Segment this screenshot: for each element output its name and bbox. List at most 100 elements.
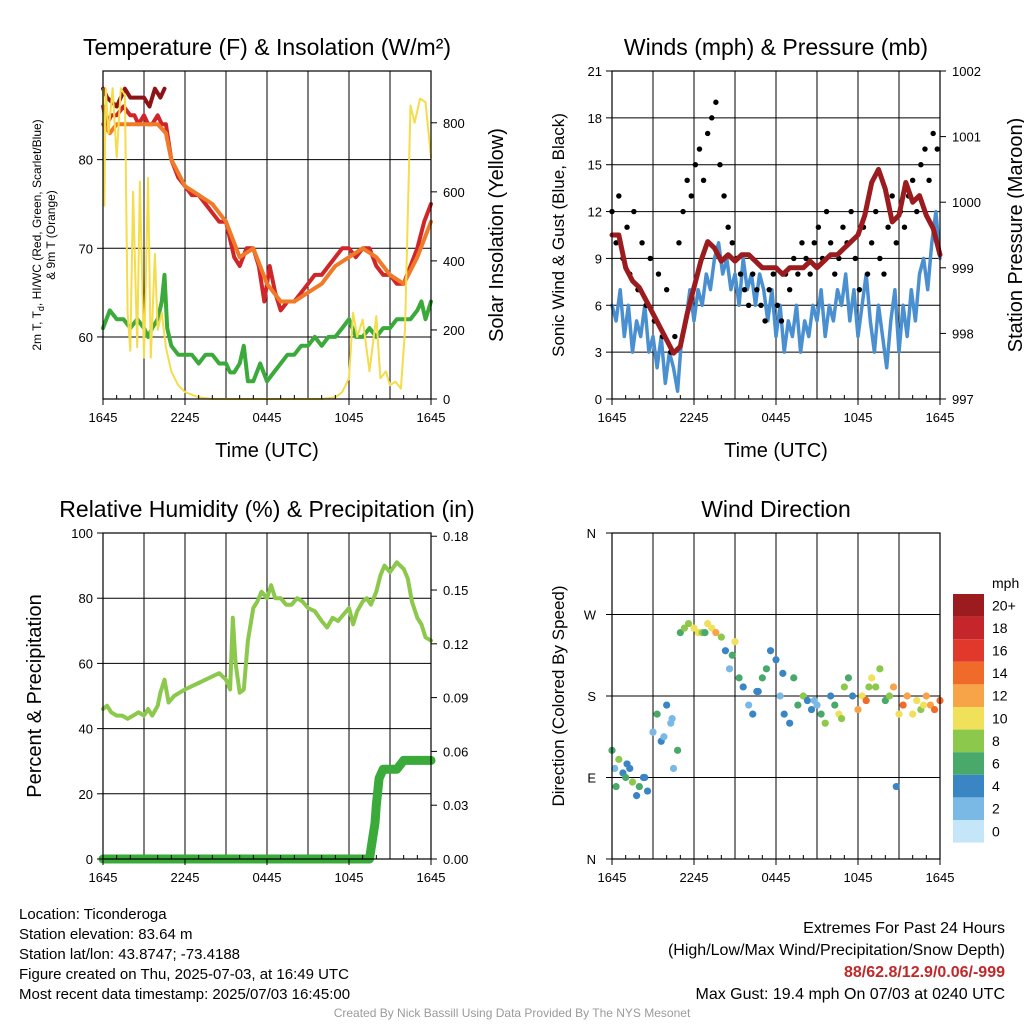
wind-direction-point [786,719,794,727]
y-tick-label: 80 [79,153,93,168]
wind-direction-point [745,701,753,709]
y2-axis-label: Station Pressure (Maroon) [1005,118,1024,353]
max-gust: Max Gust: 19.4 mph On 07/03 at 0240 UTC [695,986,1006,1003]
y2-tick-label: 400 [443,254,465,269]
gust-point [909,177,916,184]
wind-direction-point [674,746,682,754]
x-tick-label: 1645 [926,410,955,425]
y-tick-label: 80 [79,591,93,606]
gust-point [704,130,711,137]
wind-direction-point [660,733,668,741]
y-tick-label: 0 [86,852,93,867]
wind-direction-point [895,710,903,718]
x-tick-label: 0445 [253,870,282,885]
gust-point [918,162,924,168]
gust-point [700,177,707,184]
x-tick-label: 1645 [417,410,446,425]
gust-point [684,177,690,184]
y2-tick-label: 1002 [952,64,981,79]
wind-direction-point [892,782,900,791]
gust-point [881,271,887,277]
wind-direction-point [899,701,907,709]
wind-direction-point [731,638,739,646]
gust-point [840,224,846,230]
wind-direction-point [758,674,766,682]
gust-point [680,208,686,215]
x-tick-label: 1645 [598,870,627,885]
gust-point [795,271,801,277]
gust-point [713,99,719,105]
gust-point [631,208,637,215]
wind-direction-point [780,710,788,718]
y-axis-label-line2: & 9m T (Orange) [44,190,58,280]
chart-title: Winds (mph) & Pressure (mb) [624,34,928,60]
x-tick-label: 0445 [253,410,282,425]
wind-direction-point [728,651,736,659]
legend-label: 20+ [992,597,1016,613]
chart-title: Relative Humidity (%) & Precipitation (i… [59,496,474,522]
gust-point [901,224,908,230]
wind-direction-point [876,665,884,673]
x-tick-label: 2245 [680,870,709,885]
gust-point [717,162,723,168]
y-axis-label: Direction (Colored By Speed) [549,585,568,806]
gust-point [934,146,940,152]
gust-point [745,302,752,308]
wind-direction-point [831,701,839,709]
legend-swatch [953,616,984,640]
y-axis-label: Sonic Wind & Gust (Blue, Black) [549,113,568,357]
x-tick-label: 1045 [335,870,364,885]
gust-point [889,193,895,199]
gust-point [688,193,694,199]
gust-point [647,255,653,262]
wind-direction-point [779,669,787,677]
gust-point [823,208,830,215]
y-tick-label: 70 [79,241,93,256]
y2-tick-label: 800 [443,116,465,131]
gust-point [922,146,928,152]
wind-direction-point [790,674,798,682]
x-axis-label: Time (UTC) [215,440,319,462]
wind-direction-point [623,760,631,768]
legend-label: 8 [992,733,1000,749]
x-tick-label: 1045 [335,410,364,425]
gust-point [737,271,744,277]
y2-tick-label: 0.00 [443,852,468,867]
gust-point [663,286,670,293]
gust-point [729,240,735,246]
chart-title: Temperature (F) & Insolation (W/m²) [83,34,451,60]
wind-direction-point [889,683,898,691]
y-tick-label: E [587,771,596,786]
wind-direction-point [643,787,652,795]
legend-label: 6 [992,756,1000,772]
wind-direction-point [633,792,641,800]
y-tick-label: 6 [595,298,602,313]
wind-direction-point [641,773,649,782]
wind-direction-point [717,633,725,641]
gust-point [616,193,622,199]
x-tick-label: 1645 [89,410,118,425]
legend-swatch [953,797,984,820]
figure-created: Figure created on Thu, 2025-07-03, at 16… [19,966,349,983]
legend-swatch [953,820,984,843]
wind-direction-point [803,696,812,705]
gust-point [741,286,748,293]
legend-swatch [953,752,984,775]
y-tick-label: 100 [71,526,93,541]
y-tick-label: 20 [79,787,93,802]
wind-direction-point [903,692,911,700]
gust-point [807,271,813,277]
gust-point [672,333,678,340]
legend-label: 0 [992,823,1000,839]
gust-point [873,208,879,215]
gust-point [709,115,715,121]
y2-tick-label: 997 [952,392,974,407]
y2-tick-label: 0.12 [443,637,468,652]
gust-point [624,224,630,230]
wind-direction-point [776,692,784,700]
legend-label: 10 [992,710,1008,726]
x-tick-label: 1045 [844,870,873,885]
wind-direction-point [663,701,671,709]
y-tick-label: N [587,526,596,541]
gust-point [832,271,838,277]
